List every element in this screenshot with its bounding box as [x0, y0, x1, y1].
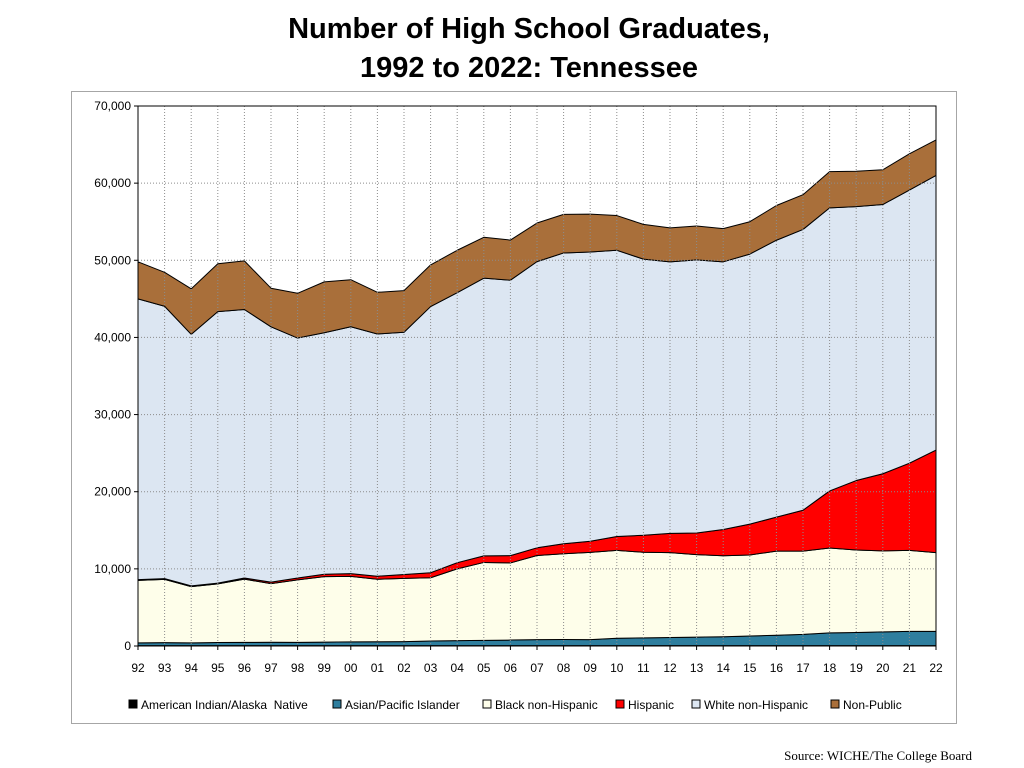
y-tick-label: 20,000	[94, 485, 131, 499]
x-tick-label: 17	[796, 661, 810, 675]
y-tick-label: 60,000	[94, 176, 131, 190]
legend-swatch-0	[128, 699, 138, 709]
legend-swatch-4	[691, 699, 701, 709]
legend-label-3: Hispanic	[628, 698, 674, 712]
x-tick-label: 97	[264, 661, 278, 675]
x-tick-label: 05	[477, 661, 491, 675]
y-tick-label: 50,000	[94, 253, 131, 267]
series-areas	[137, 139, 937, 647]
axes: 0 10,000 20,000 30,000 40,000 50,000 60,000 70,…	[94, 99, 943, 675]
x-tick-label: 22	[929, 661, 943, 675]
chart-title: Number of High School Graduates, 1992 to…	[0, 10, 1024, 88]
x-tick-label: 01	[371, 661, 385, 675]
x-tick-label: 04	[451, 661, 465, 675]
x-tick-label: 06	[504, 661, 518, 675]
x-tick-label: 94	[185, 661, 199, 675]
x-tick-label: 19	[850, 661, 864, 675]
legend-swatch-3	[615, 699, 625, 709]
x-tick-label: 16	[770, 661, 784, 675]
x-tick-label: 92	[131, 661, 145, 675]
legend-swatch-5	[830, 699, 840, 709]
legend-label-1: Asian/Pacific Islander	[345, 698, 460, 712]
legend-label-4: White non-Hispanic	[704, 698, 808, 712]
x-tick-label: 07	[530, 661, 544, 675]
source-note: Source: WICHE/The College Board	[784, 748, 972, 763]
x-tick-label: 93	[158, 661, 172, 675]
x-tick-label: 15	[743, 661, 757, 675]
x-tick-label: 99	[318, 661, 332, 675]
legend-swatch-1	[332, 699, 342, 709]
x-tick-label: 02	[397, 661, 411, 675]
y-tick-label: 30,000	[94, 408, 131, 422]
x-tick-label: 09	[584, 661, 598, 675]
legend-label-0: American Indian/Alaska Native	[141, 698, 308, 712]
x-tick-label: 98	[291, 661, 305, 675]
x-tick-label: 21	[903, 661, 917, 675]
x-tick-label: 08	[557, 661, 571, 675]
gridlines	[138, 105, 937, 646]
x-tick-label: 13	[690, 661, 704, 675]
x-tick-label: 10	[610, 661, 624, 675]
x-tick-label: 14	[717, 661, 731, 675]
y-tick-label: 70,000	[94, 99, 131, 113]
chart-title-line-1: Number of High School Graduates,	[288, 13, 770, 45]
x-tick-label: 12	[663, 661, 677, 675]
legend-swatch-2	[482, 699, 492, 709]
y-tick-label: 10,000	[94, 562, 131, 576]
legend-label-2: Black non-Hispanic	[495, 698, 598, 712]
x-tick-label: 96	[238, 661, 252, 675]
x-tick-label: 00	[344, 661, 358, 675]
legend-label-5: Non-Public	[843, 698, 902, 712]
x-tick-label: 18	[823, 661, 837, 675]
legend: American Indian/Alaska Native Asian/Pacif…	[128, 698, 902, 712]
chart-title-line-2: 1992 to 2022: Tennessee	[360, 52, 698, 84]
x-tick-label: 03	[424, 661, 438, 675]
x-tick-label: 11	[637, 661, 650, 675]
y-tick-label: 40,000	[94, 330, 131, 344]
y-tick-label: 0	[124, 639, 131, 653]
x-tick-label: 95	[211, 661, 225, 675]
x-tick-label: 20	[876, 661, 890, 675]
